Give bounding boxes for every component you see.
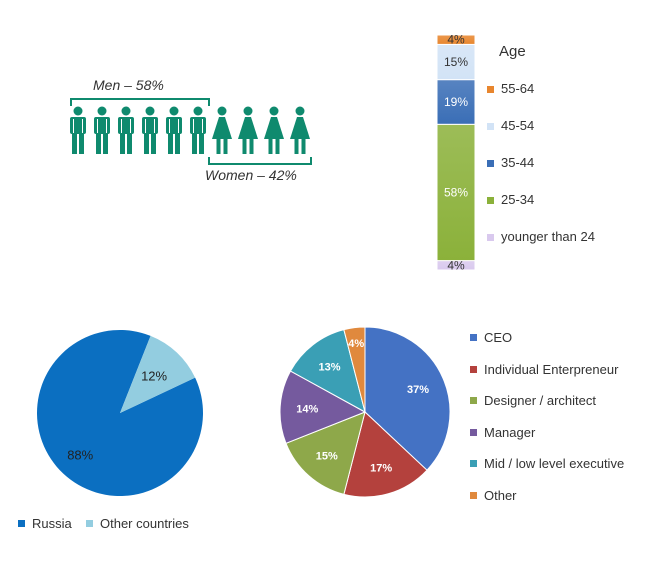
country-legend-swatch bbox=[18, 520, 25, 527]
role-pie-label: 14% bbox=[296, 403, 318, 415]
role-pie-slice bbox=[285, 411, 366, 495]
role-legend: CEO Individual Enterpreneur Designer / arc… bbox=[470, 330, 650, 510]
gender-panel: Men – 58% Women – 42% bbox=[0, 0, 330, 200]
role-pie-label: 4% bbox=[348, 338, 364, 350]
age-bar-label: 15% bbox=[444, 55, 468, 69]
role-pie-label: 37% bbox=[407, 384, 429, 396]
age-bar-segment bbox=[436, 79, 476, 125]
age-stacked-bar-chart: 4% 58% 19% 15% 4% Age 55-64 45-54 35-44 25-34 youn… bbox=[436, 33, 595, 272]
country-legend: Russia Other countries bbox=[18, 516, 248, 536]
age-bar-label: 4% bbox=[447, 258, 465, 272]
age-legend-swatch bbox=[487, 197, 494, 204]
country-pie-chart: 88% 12% bbox=[37, 330, 203, 496]
age-legend-label: younger than 24 bbox=[501, 229, 595, 244]
role-pie-label: 13% bbox=[319, 361, 341, 373]
age-legend-swatch bbox=[487, 123, 494, 130]
country-pie-label: 12% bbox=[141, 369, 167, 384]
role-legend-swatch bbox=[470, 397, 477, 404]
man-icon bbox=[188, 106, 208, 154]
men-label: Men – 58% bbox=[93, 77, 164, 93]
woman-icon bbox=[263, 106, 285, 154]
role-legend-label: Other bbox=[484, 487, 517, 503]
role-legend-label: Manager bbox=[484, 424, 536, 440]
man-icon bbox=[68, 106, 88, 154]
role-legend-swatch bbox=[470, 334, 477, 341]
country-legend-swatch bbox=[86, 520, 93, 527]
role-legend-swatch bbox=[470, 428, 477, 436]
woman-icon bbox=[289, 106, 311, 154]
man-icon bbox=[140, 106, 160, 154]
age-bar-segment bbox=[436, 123, 476, 262]
country-legend-item: Russia bbox=[18, 516, 72, 531]
woman-icon bbox=[211, 106, 233, 154]
age-legend-label: 45-54 bbox=[501, 118, 534, 133]
age-bar-segment bbox=[436, 34, 476, 45]
role-legend-item: Individual Enterpreneur bbox=[470, 362, 618, 377]
country-legend-label: Other countries bbox=[100, 516, 189, 531]
age-legend-swatch bbox=[487, 234, 494, 241]
country-legend-label: Russia bbox=[32, 516, 72, 531]
role-pie-slice bbox=[279, 370, 367, 444]
role-legend-label: Designer / architect bbox=[484, 393, 596, 408]
role-legend-label: Mid / low level executive bbox=[484, 456, 625, 471]
role-legend-label: Individual Enterpreneur bbox=[484, 361, 619, 377]
age-bar-segment bbox=[436, 43, 476, 81]
women-label: Women – 42% bbox=[205, 167, 297, 183]
age-bar-label: 4% bbox=[447, 33, 465, 47]
country-legend-item: Other countries bbox=[86, 516, 189, 531]
role-legend-item: Manager bbox=[470, 425, 535, 440]
role-legend-item: Other bbox=[470, 488, 517, 503]
role-legend-swatch bbox=[470, 365, 477, 373]
role-legend-label: CEO bbox=[484, 330, 513, 345]
age-legend-swatch bbox=[487, 160, 494, 167]
role-legend-item: CEO bbox=[470, 330, 512, 345]
age-legend-label: 55-64 bbox=[501, 81, 534, 96]
role-legend-swatch bbox=[470, 460, 477, 467]
role-legend-item: Designer / architect bbox=[470, 393, 596, 408]
role-pie-chart: 37% 17% 15% 14% 13% 4% bbox=[279, 326, 451, 498]
role-legend-swatch bbox=[470, 491, 477, 499]
women-bracket bbox=[208, 157, 312, 165]
men-bracket bbox=[70, 98, 210, 106]
woman-icon bbox=[237, 106, 259, 154]
role-pie-label: 15% bbox=[316, 450, 338, 462]
age-bar-label: 19% bbox=[444, 95, 468, 109]
age-legend-label: 25-34 bbox=[501, 192, 534, 207]
age-legend-title: Age bbox=[499, 43, 526, 60]
role-pie-slice bbox=[364, 326, 451, 471]
country-pie-slice bbox=[120, 335, 196, 413]
man-icon bbox=[92, 106, 112, 154]
age-bar-label: 58% bbox=[444, 185, 468, 199]
man-icon bbox=[116, 106, 136, 154]
role-pie-slice bbox=[343, 326, 366, 413]
role-pie-slice bbox=[343, 411, 428, 498]
role-pie-slice bbox=[289, 329, 366, 413]
men-figures bbox=[68, 106, 208, 154]
role-pie-label: 17% bbox=[370, 463, 392, 475]
country-pie-label: 88% bbox=[67, 447, 93, 462]
women-figures bbox=[211, 106, 311, 154]
age-legend-label: 35-44 bbox=[501, 155, 534, 170]
age-legend-swatch bbox=[487, 86, 494, 93]
role-legend-item: Mid / low level executive bbox=[470, 456, 624, 471]
man-icon bbox=[164, 106, 184, 154]
